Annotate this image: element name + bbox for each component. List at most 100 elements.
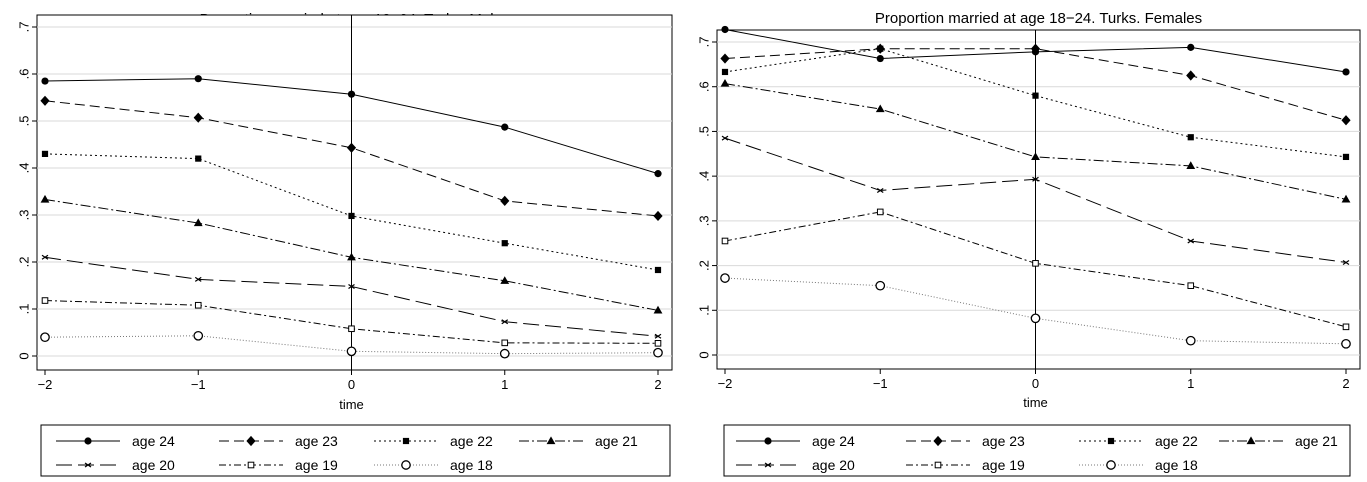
legend-label: age 24 — [812, 433, 855, 449]
x-tick-label: 0 — [1032, 376, 1039, 391]
data-point — [348, 283, 355, 289]
x-tick-label: 2 — [654, 377, 661, 392]
y-tick-label: .3 — [17, 210, 32, 221]
y-tick-label: 0 — [697, 351, 712, 358]
data-point — [721, 25, 729, 34]
legend-item: age 22 — [374, 433, 493, 449]
series-age-21 — [720, 78, 1351, 203]
data-point — [41, 150, 49, 157]
x-tick-label: 0 — [348, 377, 355, 392]
legend-marker — [84, 462, 92, 468]
legend-marker — [1106, 460, 1116, 470]
legend-label: age 18 — [1155, 457, 1198, 473]
data-point — [653, 210, 663, 222]
legend-item: age 19 — [219, 457, 338, 473]
data-point — [193, 330, 204, 341]
legend-box — [40, 424, 671, 477]
series-age-22 — [721, 45, 1350, 161]
y-tick-label: .3 — [697, 215, 712, 226]
legend-item: age 19 — [906, 457, 1025, 473]
data-point — [501, 319, 509, 325]
legend-marker — [764, 437, 772, 445]
series-age-24 — [41, 75, 662, 178]
data-point — [346, 142, 357, 153]
data-point — [501, 123, 509, 131]
legend-marker — [764, 462, 772, 468]
series-age-23 — [40, 95, 663, 222]
chart-females: Proportion married at age 18−24. Turks. … — [697, 10, 1361, 477]
legend-item: age 20 — [56, 457, 175, 473]
legend-item: age 24 — [56, 433, 175, 449]
data-point — [654, 340, 662, 347]
data-point — [1032, 92, 1039, 99]
data-point — [194, 276, 202, 282]
y-tick-label: .1 — [697, 305, 712, 316]
data-point — [875, 280, 886, 291]
x-tick-label: 1 — [1187, 376, 1194, 391]
x-tick-label: −2 — [38, 377, 53, 392]
chart-males: Proportion married at age 18−24. Turks. … — [17, 11, 673, 477]
data-point — [346, 346, 357, 357]
legend-label: age 23 — [295, 433, 338, 449]
x-tick-label: −1 — [191, 377, 206, 392]
series-line — [44, 335, 659, 355]
data-point — [500, 195, 510, 206]
series-age-19 — [721, 208, 1350, 331]
legend-marker — [934, 461, 942, 469]
legend-item: age 23 — [906, 433, 1025, 449]
data-point — [1186, 161, 1196, 169]
legend-label: age 19 — [982, 457, 1025, 473]
legend: age 24 age 23 age 22 age 21 age 20 age 19 age … — [723, 424, 1351, 477]
y-tick-label: .4 — [697, 171, 712, 182]
plot-area — [36, 14, 673, 371]
y-tick-label: .2 — [697, 260, 712, 271]
data-point — [654, 170, 662, 178]
legend-item: age 21 — [1219, 433, 1338, 449]
legend-marker — [84, 437, 92, 445]
data-point — [1187, 238, 1195, 244]
series-age-20 — [41, 254, 662, 339]
legend-item: age 21 — [519, 433, 638, 449]
data-point — [193, 112, 203, 123]
legend-label: age 20 — [132, 457, 175, 473]
data-point — [194, 75, 202, 83]
data-point — [1032, 260, 1039, 267]
y-tick-label: .5 — [697, 126, 712, 137]
legend-marker — [402, 437, 410, 445]
y-tick-label: .1 — [17, 304, 32, 315]
x-axis-label: time — [1023, 395, 1048, 410]
series-age-18 — [40, 330, 663, 359]
data-point — [720, 273, 730, 283]
y-tick-label: .7 — [17, 22, 32, 33]
y-tick-label: .7 — [697, 37, 712, 48]
legend-marker — [247, 461, 255, 469]
data-point — [347, 252, 356, 261]
data-point — [721, 68, 729, 76]
data-point — [500, 276, 510, 284]
y-tick-label: .6 — [697, 81, 712, 92]
legend-label: age 21 — [1295, 433, 1338, 449]
data-point — [876, 208, 884, 216]
y-tick-label: .2 — [17, 257, 32, 268]
legend-item: age 24 — [736, 433, 855, 449]
data-point — [1031, 152, 1040, 161]
x-axis-label: time — [339, 397, 364, 412]
series-line — [44, 300, 659, 344]
data-point — [41, 77, 49, 85]
data-point — [654, 333, 662, 339]
series-age-22 — [41, 150, 662, 274]
x-tick-label: 1 — [501, 377, 508, 392]
series-line — [724, 277, 1347, 345]
legend: age 24 age 23 age 22 age 21 age 20 age 19 age … — [40, 424, 671, 477]
legend-marker — [546, 436, 556, 445]
data-point — [501, 339, 509, 347]
legend-marker — [933, 435, 943, 447]
data-point — [720, 78, 730, 87]
data-point — [40, 332, 50, 343]
data-point — [193, 218, 203, 227]
data-point — [720, 53, 730, 64]
y-tick-label: 0 — [17, 352, 32, 359]
legend-marker — [401, 460, 411, 470]
data-point — [876, 54, 884, 63]
data-point — [1187, 134, 1194, 141]
